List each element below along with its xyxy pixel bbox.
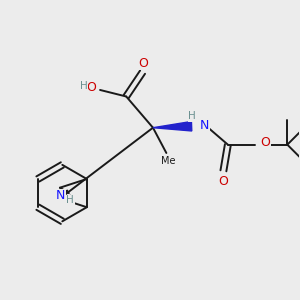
Text: H: H [188, 111, 196, 122]
Text: H: H [66, 195, 74, 205]
Text: N: N [200, 119, 209, 132]
Text: O: O [138, 57, 148, 70]
Text: N: N [56, 189, 65, 202]
Text: H: H [80, 80, 88, 91]
Text: Me: Me [161, 156, 176, 166]
Polygon shape [153, 122, 192, 131]
Text: O: O [218, 175, 228, 188]
Text: O: O [87, 81, 97, 94]
Text: O: O [261, 136, 270, 149]
